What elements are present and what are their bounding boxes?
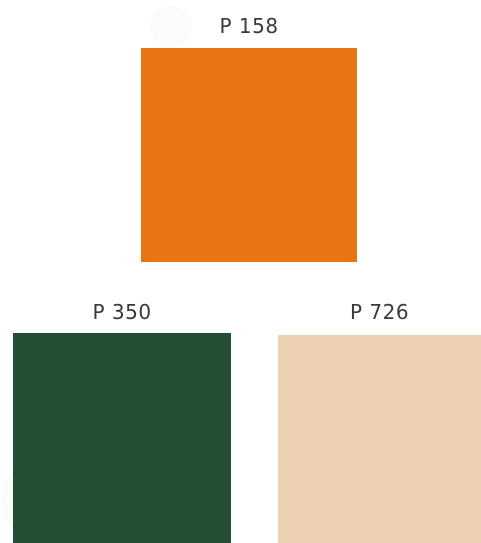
swatch-color-box [278,335,481,543]
color-swatch-p726: P 726 [278,300,481,543]
color-swatch-p350: P 350 [13,300,231,543]
swatch-color-box [13,333,231,543]
swatch-color-box [141,48,357,262]
swatch-label: P 350 [92,300,152,324]
background-watermark [150,6,192,48]
color-swatch-p158: P 158 [141,14,357,262]
swatch-label: P 726 [349,300,410,324]
swatch-label: P 158 [219,14,279,38]
